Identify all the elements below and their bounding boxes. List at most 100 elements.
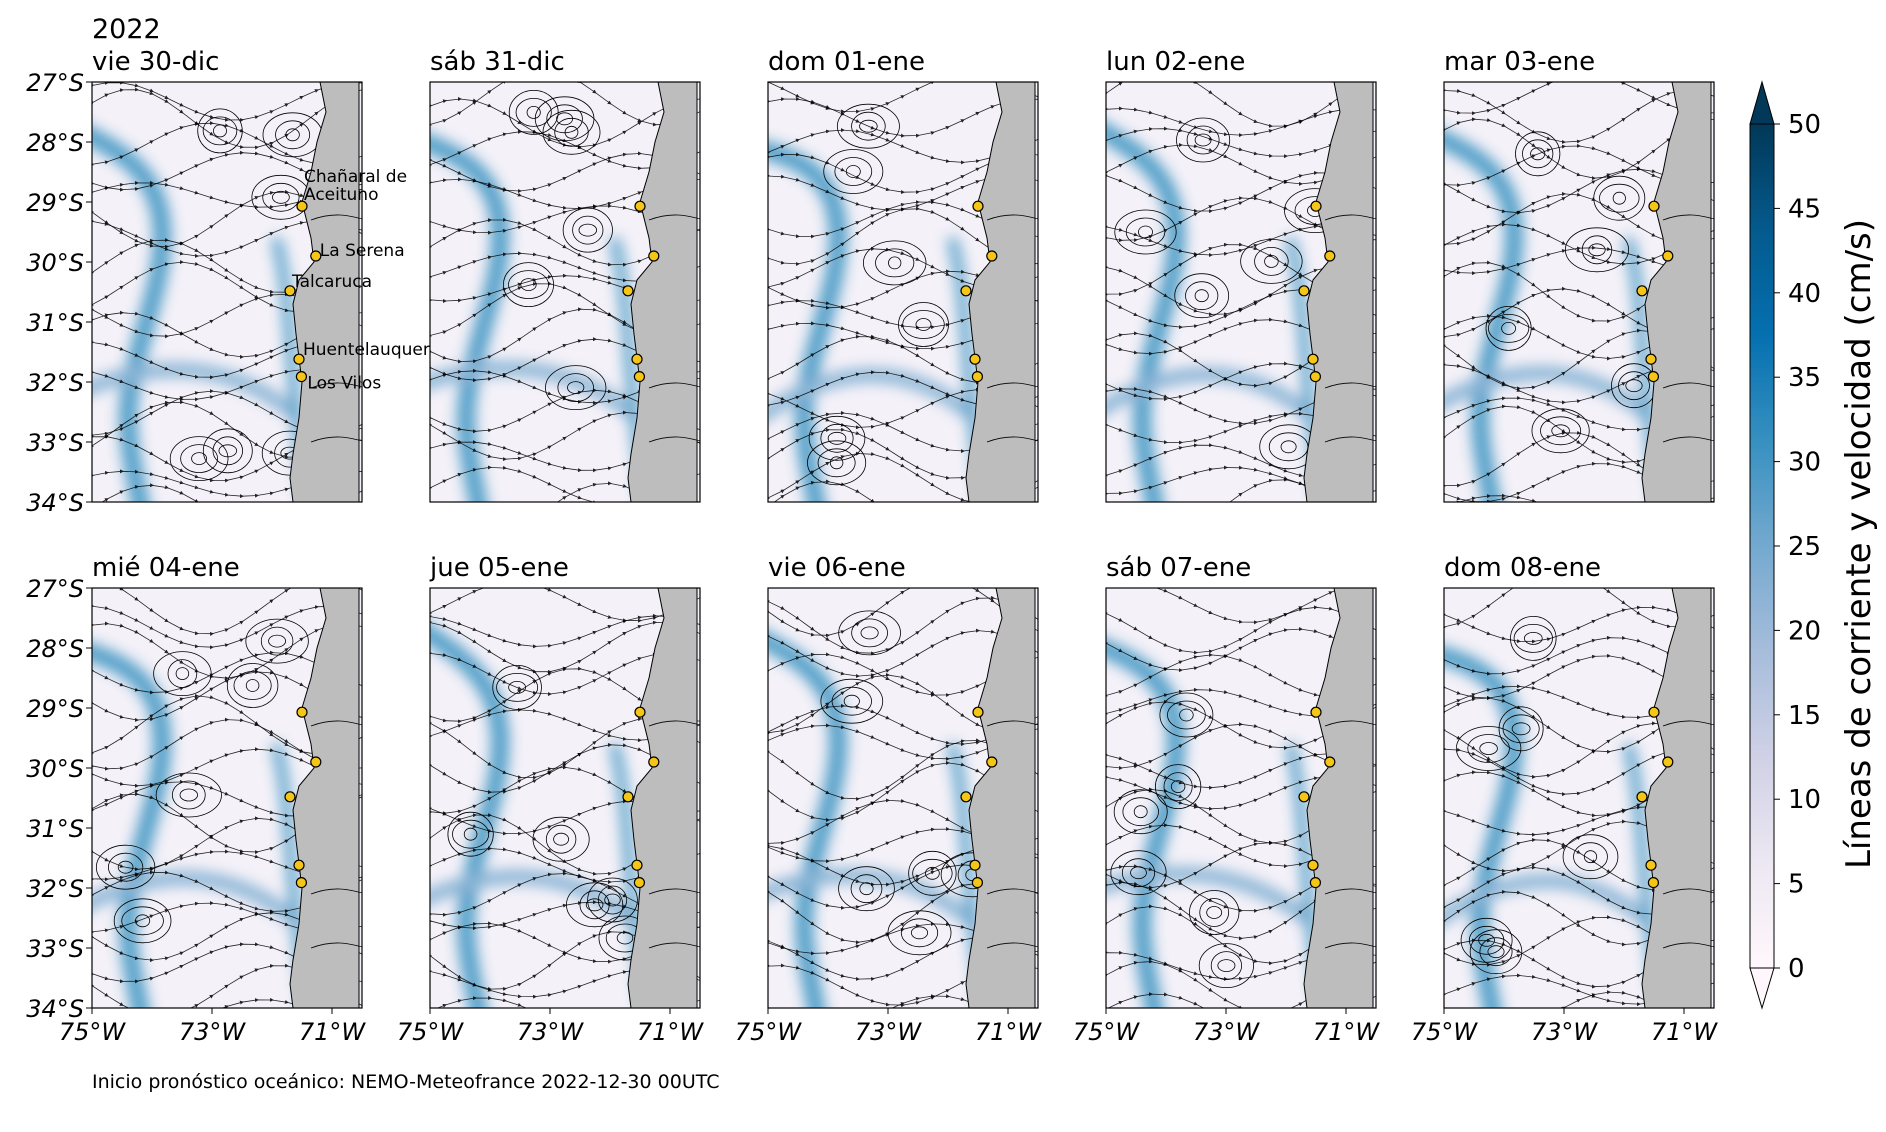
eddy [1460, 917, 1513, 963]
colorbar-tick-label: 10 [1788, 785, 1821, 815]
panel-title: dom 01-ene [768, 47, 925, 77]
eddy [180, 444, 218, 474]
panel-map [430, 588, 700, 1008]
region-boundary [1662, 718, 1714, 727]
eddy [1485, 305, 1532, 351]
eddy [260, 626, 294, 656]
panel-map [1444, 82, 1714, 502]
panel-10: dom 08-ene 75°W 73°W 71°W [1411, 553, 1719, 1046]
lon-tick-label: 73°W [855, 1018, 923, 1046]
lat-tick-label: 28°S [26, 635, 84, 663]
eddy [851, 618, 888, 648]
colorbar-tick-label: 45 [1788, 194, 1821, 224]
location-marker-5 [295, 371, 307, 383]
lon-tick-label: 75°W [1073, 1018, 1141, 1046]
colorbar-top-arrow [1749, 80, 1775, 125]
eddy [1159, 692, 1214, 738]
footer-text: Inicio pronóstico oceánico: NEMO-Meteofr… [92, 1071, 720, 1093]
location-marker-3 [1636, 285, 1648, 297]
eddy [447, 811, 494, 857]
lat-tick-label: 30°S [26, 755, 84, 783]
land-mass [289, 82, 360, 502]
colorbar-tick-label: 25 [1788, 532, 1821, 562]
region-boundary [1324, 212, 1376, 221]
eddy [233, 671, 272, 700]
colorbar: 0 5 10 15 20 25 30 35 40 45 50 Líneas de corriente… [1749, 80, 1879, 1010]
lat-tick-label: 28°S [26, 129, 84, 157]
eddy [859, 882, 874, 896]
eddy [1612, 191, 1626, 205]
panel-frame [91, 587, 363, 1009]
eddy [245, 618, 309, 664]
region-boundary [1662, 434, 1714, 443]
eddy [843, 694, 860, 708]
land-mass [965, 82, 1036, 502]
panel-title: dom 08-ene [1444, 553, 1601, 583]
location-marker-5 [971, 876, 984, 889]
panel-frame [767, 587, 1039, 1009]
eddy [1501, 321, 1517, 335]
location-marker-2 [986, 756, 998, 768]
eddy [1498, 706, 1544, 752]
eddy [534, 96, 595, 142]
lat-tick-label: 33°S [26, 429, 84, 457]
eddy [1523, 632, 1543, 645]
panel-map [768, 82, 1038, 502]
land-mass [627, 588, 698, 1008]
panel-4: lun 02-ene [1105, 47, 1377, 503]
land-mass [1641, 588, 1712, 1008]
eddy [912, 858, 953, 888]
eddy [1564, 227, 1630, 273]
eddy [1280, 440, 1297, 454]
location-marker-4 [1307, 353, 1319, 365]
eddy [1121, 858, 1156, 888]
eddy [285, 128, 300, 142]
panel-title: vie 06-ene [768, 553, 906, 583]
eddy [1468, 925, 1505, 955]
region-boundary [310, 380, 362, 389]
eddy [1170, 780, 1186, 793]
eddy [557, 373, 594, 403]
eddy [463, 827, 478, 841]
eddy [1185, 281, 1219, 311]
eddy [845, 165, 861, 178]
eddy [520, 278, 537, 292]
region-boundary [310, 886, 362, 895]
eddy [567, 381, 585, 395]
region-boundary [986, 212, 1038, 221]
location-marker-1 [972, 706, 984, 718]
eddy [887, 910, 952, 956]
eddy [562, 207, 613, 253]
lat-tick-label: 32°S [26, 369, 84, 397]
location-marker-4 [631, 859, 643, 871]
location-label: Talcaruca [291, 272, 372, 292]
eddy [155, 772, 222, 818]
lat-tick-label: 34°S [26, 489, 84, 517]
eddy [1522, 139, 1554, 169]
lon-tick-label: 71°W [637, 1018, 705, 1046]
eddy [545, 365, 607, 411]
region-boundary [648, 940, 700, 949]
colorbar-tick-label: 35 [1788, 363, 1821, 393]
eddy [153, 651, 212, 696]
eddy [1531, 408, 1590, 454]
lat-tick-label: 30°S [26, 249, 84, 277]
colorbar-tick-label: 0 [1788, 954, 1805, 984]
eddy [1583, 850, 1598, 864]
eddy [179, 788, 198, 802]
eddy [820, 678, 884, 724]
eddy [1114, 209, 1177, 255]
panel-title: lun 02-ene [1106, 47, 1245, 77]
panel-map [768, 588, 1038, 1008]
location-marker-1 [634, 706, 646, 718]
lat-tick-label: 29°S [26, 695, 84, 723]
region-boundary [648, 212, 700, 221]
eddy [1487, 313, 1530, 343]
lon-tick-label: 73°W [1531, 1018, 1599, 1046]
eddy [1189, 890, 1240, 935]
region-boundary [1324, 886, 1376, 895]
region-boundary [1324, 380, 1376, 389]
eddy [1154, 764, 1202, 809]
lon-tick-label: 73°W [517, 1018, 585, 1046]
eddy [834, 157, 873, 186]
